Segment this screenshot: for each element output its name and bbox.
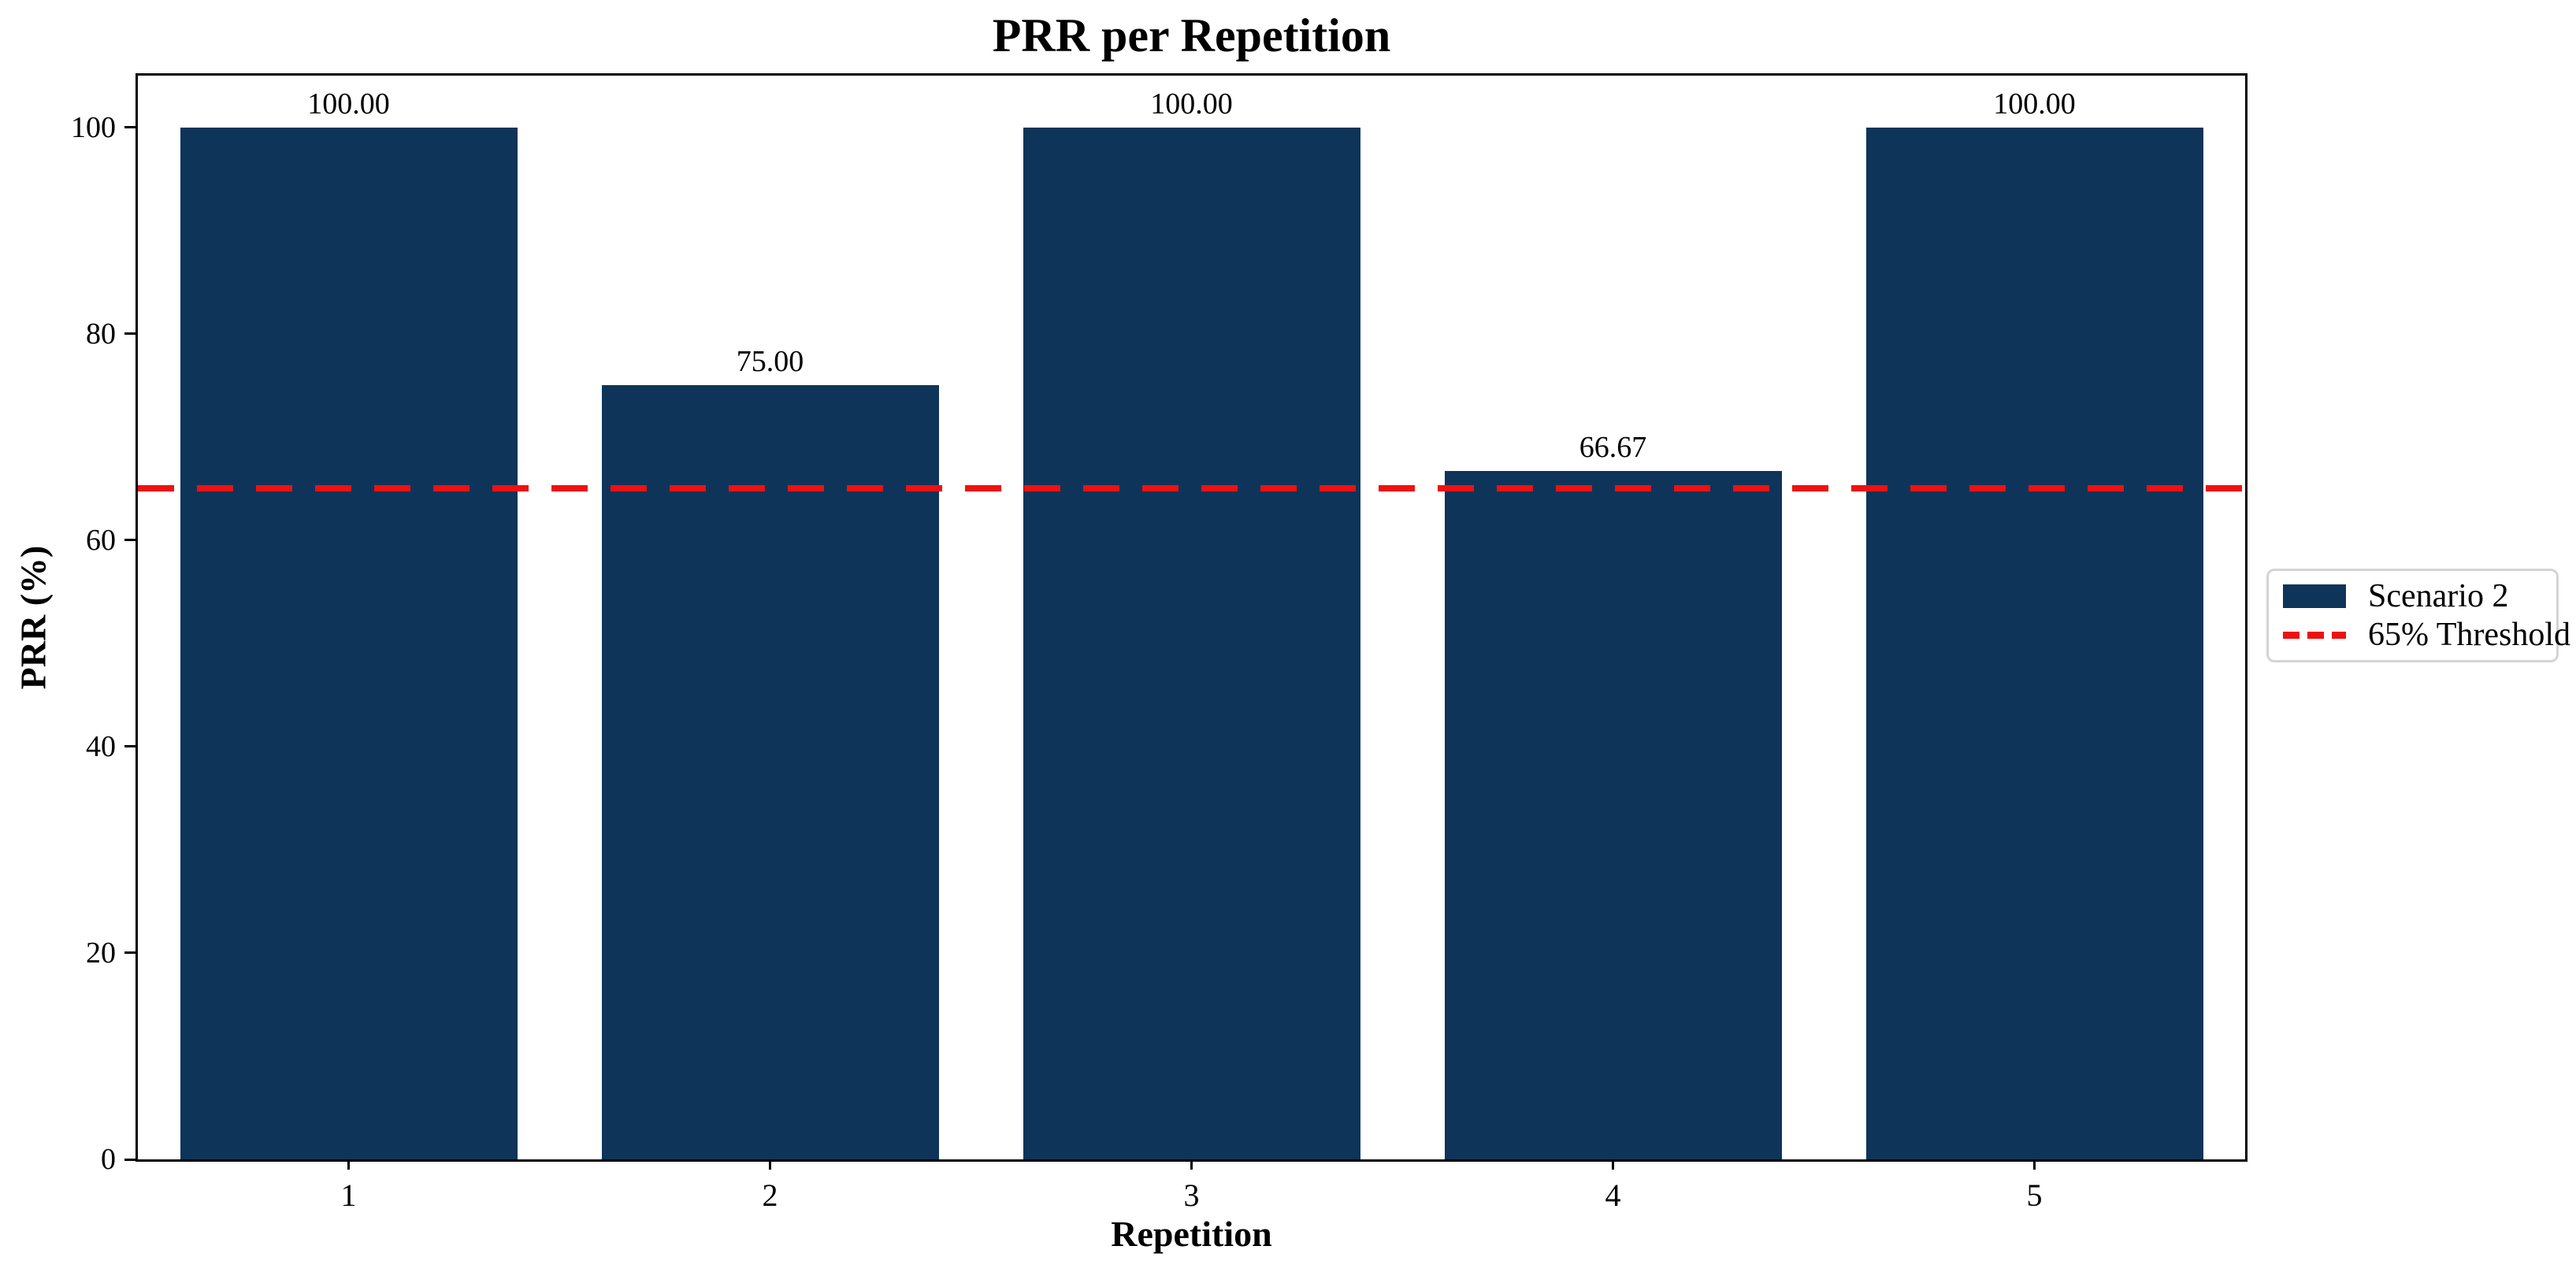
x-tick-mark <box>2033 1159 2036 1170</box>
legend-label-scenario: Scenario 2 <box>2368 577 2509 614</box>
y-tick-label: 20 <box>86 936 116 970</box>
bar-value-label: 75.00 <box>736 345 804 379</box>
y-tick-label: 80 <box>86 317 116 350</box>
legend-dashed-line-sample <box>2283 631 2346 639</box>
bar-repetition-4 <box>1444 471 1782 1159</box>
bar-value-label: 66.67 <box>1579 431 1647 465</box>
y-tick-mark <box>124 332 135 336</box>
bar-value-label: 100.00 <box>307 87 390 121</box>
x-tick-label: 4 <box>1605 1177 1621 1213</box>
bar-value-label: 100.00 <box>1150 87 1233 121</box>
y-tick-mark <box>124 539 135 542</box>
y-tick-label: 0 <box>101 1143 116 1176</box>
bar-repetition-2 <box>601 385 939 1159</box>
legend-label-threshold: 65% Threshold <box>2368 617 2571 654</box>
x-tick-label: 2 <box>762 1177 778 1213</box>
x-axis-label: Repetition <box>1111 1214 1272 1254</box>
legend-box: Scenario 2 65% Threshold <box>2266 569 2570 662</box>
legend-bar-swatch <box>2283 584 2346 608</box>
chart-title: PRR per Repetition <box>992 9 1391 61</box>
bar-repetition-5 <box>1865 127 2203 1159</box>
bar-repetition-3 <box>1023 127 1360 1159</box>
y-tick-label: 60 <box>86 523 116 557</box>
y-tick-mark <box>124 951 135 955</box>
y-tick-mark <box>124 745 135 748</box>
y-tick-label: 100 <box>71 110 116 144</box>
plot-area: 100.00 75.00 100.00 66.67 100.00 0 20 40 60 80 100… <box>71 73 2248 1213</box>
x-tick-label: 1 <box>340 1177 357 1213</box>
x-tick-mark <box>1612 1159 1614 1170</box>
y-tick-mark <box>124 126 135 129</box>
y-axis-label: PRR (%) <box>13 545 54 690</box>
x-tick-mark <box>347 1159 350 1170</box>
x-tick-mark <box>769 1159 771 1170</box>
x-tick-label: 3 <box>1183 1177 1200 1213</box>
y-tick-label: 40 <box>86 729 116 763</box>
threshold-line <box>138 485 2245 492</box>
bar-value-label: 100.00 <box>1993 87 2076 121</box>
legend-row-threshold: 65% Threshold <box>2283 616 2570 654</box>
legend-row-scenario: Scenario 2 <box>2283 577 2542 615</box>
x-tick-label: 5 <box>2026 1177 2043 1213</box>
x-tick-mark <box>1190 1159 1193 1170</box>
y-tick-mark <box>124 1158 135 1161</box>
bar-repetition-1 <box>180 127 518 1159</box>
